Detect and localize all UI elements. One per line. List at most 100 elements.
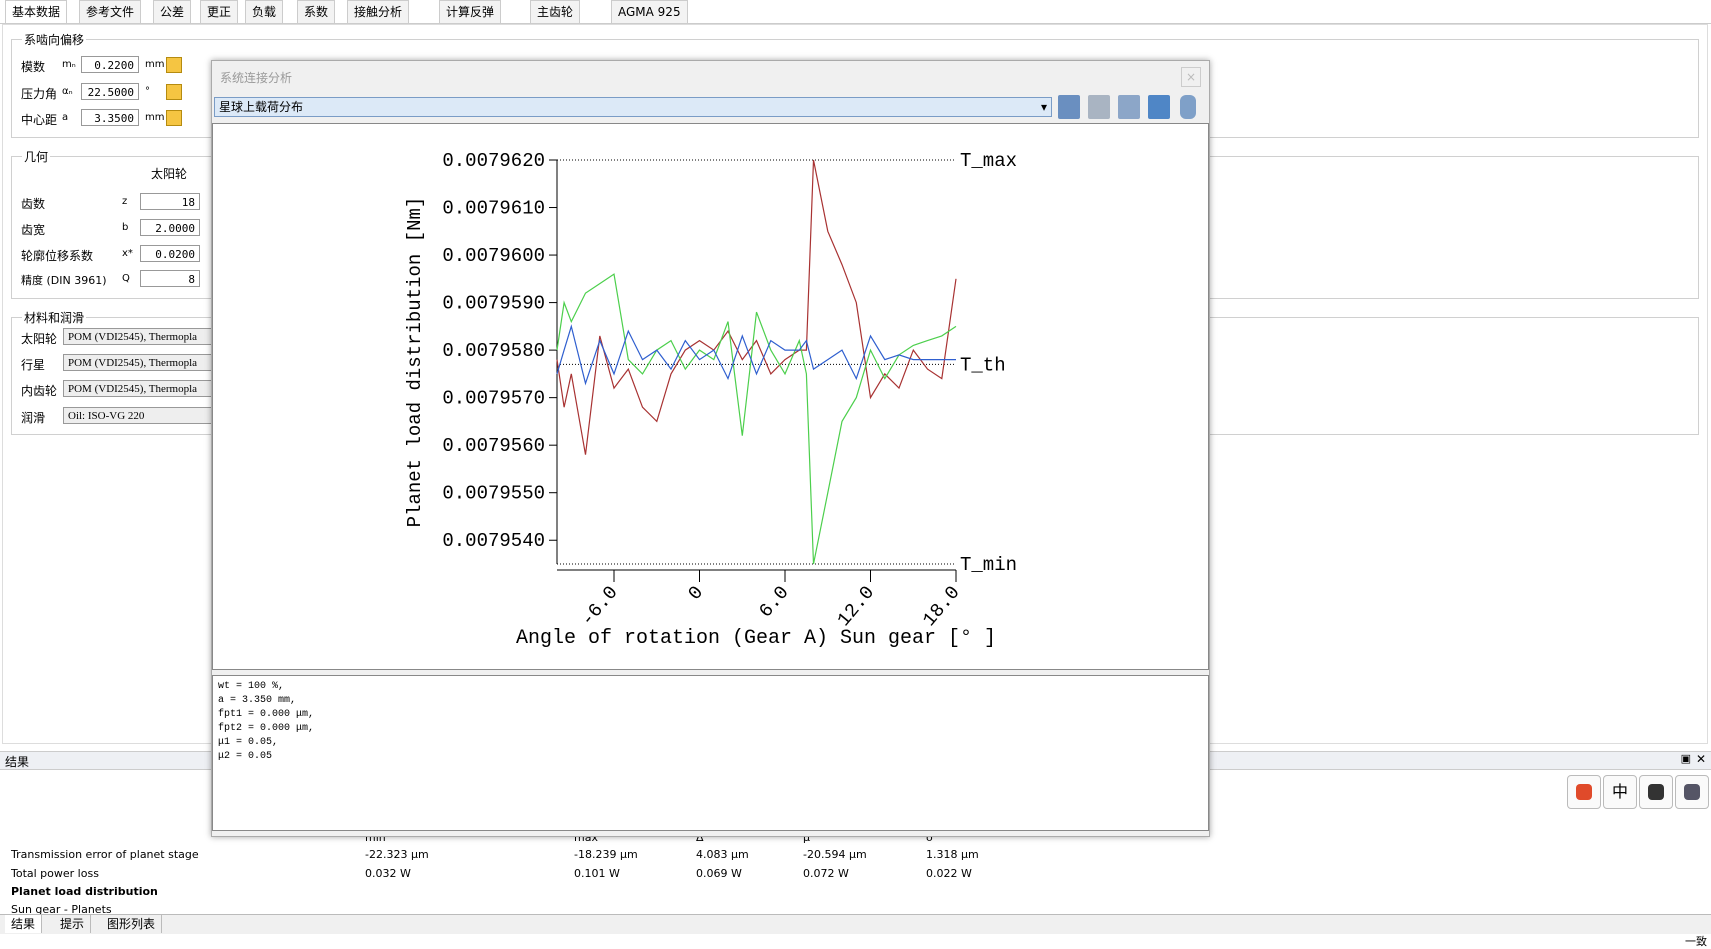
y-tick-label: 0.0079620: [442, 150, 545, 172]
cell: -20.594 μm: [803, 848, 867, 861]
copy-icon[interactable]: [1118, 95, 1140, 119]
unit: °: [145, 86, 150, 97]
material-field[interactable]: POM (VDI2545), Thermopla: [63, 380, 233, 397]
cell: 0.072 W: [803, 867, 849, 880]
y-tick-label: 0.0079590: [442, 293, 545, 315]
save-icon[interactable]: [1058, 95, 1080, 119]
column-header: μ: [803, 831, 810, 844]
cell: 0.032 W: [365, 867, 411, 880]
y-tick-label: 0.0079560: [442, 435, 545, 457]
chart-selector[interactable]: 星球上载荷分布 ▾: [214, 97, 1052, 117]
dialog: 系统连接分析 × 星球上载荷分布 ▾ 0.0079540 0.0079550 0.00…: [211, 60, 1210, 837]
input[interactable]: 3.3500: [81, 109, 139, 126]
column-header: Δ: [696, 831, 704, 844]
field-label: 太阳轮: [21, 332, 58, 346]
note-line: a = 3.350 mm,: [218, 695, 297, 706]
tab[interactable]: 主齿轮: [530, 0, 581, 24]
tab[interactable]: 计算反弹: [439, 0, 502, 24]
bottom-tab[interactable]: 结果: [5, 915, 43, 933]
field-label: 中心距: [21, 113, 58, 127]
action-button[interactable]: [166, 57, 182, 73]
field-symbol: αₙ: [62, 86, 73, 97]
chart: 0.0079540 0.0079550 0.0079560 0.0079570 0.00…: [404, 150, 1017, 650]
cell: 0.069 W: [696, 867, 742, 880]
dropdown-arrow: ▾: [1040, 100, 1047, 114]
close-button[interactable]: ✕: [1695, 752, 1706, 766]
input[interactable]: 8: [140, 270, 200, 287]
row-label: Total power loss: [11, 867, 99, 880]
action-button[interactable]: [166, 110, 182, 126]
cell: 0.022 W: [926, 867, 972, 880]
section-title: 几何: [22, 148, 51, 165]
column-header: 太阳轮: [151, 167, 188, 181]
input[interactable]: 22.5000: [81, 83, 139, 100]
action-button[interactable]: [166, 84, 182, 100]
bottom-tab[interactable]: 图形列表: [101, 915, 163, 933]
print-icon[interactable]: [1088, 95, 1110, 119]
ime-icon: [1576, 784, 1592, 800]
note-line: μ2 = 0.05: [218, 751, 273, 762]
tab[interactable]: 基本数据: [5, 0, 68, 24]
input[interactable]: 18: [140, 193, 200, 210]
field-symbol: Q: [122, 273, 130, 284]
x-tick-label: -6.0: [576, 582, 622, 631]
bottom-tab[interactable]: 提示: [54, 915, 92, 933]
cell: 0.101 W: [574, 867, 620, 880]
settings-icon[interactable]: [1180, 95, 1196, 119]
field-label: 精度 (DIN 3961): [21, 274, 107, 287]
tab-divider: [0, 23, 1711, 24]
material-field[interactable]: Oil: ISO-VG 220: [63, 407, 233, 424]
tab[interactable]: AGMA 925: [611, 0, 688, 24]
chart-panel: 0.0079540 0.0079550 0.0079560 0.0079570 0.00…: [212, 123, 1209, 670]
field-symbol: a: [62, 112, 69, 123]
field-label: 行星: [21, 358, 46, 372]
material-field[interactable]: POM (VDI2545), Thermopla: [63, 354, 233, 371]
tab[interactable]: 公差: [153, 0, 192, 24]
cell: 4.083 μm: [696, 848, 749, 861]
dialog-close[interactable]: ×: [1181, 67, 1201, 87]
ime-button[interactable]: [1639, 775, 1673, 809]
input[interactable]: 0.0200: [140, 245, 200, 262]
sub-heading: Sun gear - Planets: [11, 903, 112, 914]
x-tick-label: 6.0: [755, 582, 794, 622]
status: 一致: [1685, 935, 1707, 948]
x-tick-label: 18.0: [918, 582, 964, 631]
y-tick-label: 0.0079540: [442, 530, 545, 552]
note-line: μ1 = 0.05,: [218, 737, 279, 748]
tab[interactable]: 系数: [297, 0, 336, 24]
unit: mm: [145, 112, 165, 123]
y-tick-label: 0.0079570: [442, 388, 545, 410]
x-tick-label: 12.0: [833, 582, 879, 631]
y-axis-label: Planet load distribution [Nm]: [404, 197, 426, 528]
field-label: 压力角: [21, 87, 58, 101]
reference-label: T_th: [960, 354, 1006, 376]
field-symbol: mₙ: [62, 59, 76, 70]
cell: -22.323 μm: [365, 848, 429, 861]
field-label: 齿数: [21, 197, 46, 211]
field-symbol: x*: [122, 248, 133, 259]
field-label: 模数: [21, 60, 46, 74]
y-tick-label: 0.0079550: [442, 483, 545, 505]
input[interactable]: 0.2200: [81, 56, 139, 73]
reference-label: T_max: [960, 150, 1017, 172]
ime-icon: [1684, 784, 1700, 800]
tab[interactable]: 更正: [200, 0, 239, 24]
x-tick-label: 0: [684, 582, 708, 605]
x-axis-label: Angle of rotation (Gear A) Sun gear [° ]: [516, 627, 996, 650]
tab[interactable]: 负载: [245, 0, 284, 24]
ime-button[interactable]: 中: [1603, 775, 1637, 809]
ime-button[interactable]: [1567, 775, 1601, 809]
field-symbol: b: [122, 222, 129, 233]
tab[interactable]: 参考文件: [79, 0, 142, 24]
tab[interactable]: 接触分析: [347, 0, 410, 24]
field-label: 齿宽: [21, 223, 46, 237]
cell: -18.239 μm: [574, 848, 638, 861]
material-field[interactable]: POM (VDI2545), Thermopla: [63, 328, 233, 345]
section-heading: Planet load distribution: [11, 885, 158, 898]
ime-button[interactable]: [1675, 775, 1709, 809]
input[interactable]: 2.0000: [140, 219, 200, 236]
restore-button[interactable]: ▣: [1680, 752, 1691, 765]
export-icon[interactable]: [1148, 95, 1170, 119]
dialog-title: 系统连接分析: [220, 71, 293, 85]
results-title: 结果: [5, 755, 30, 769]
